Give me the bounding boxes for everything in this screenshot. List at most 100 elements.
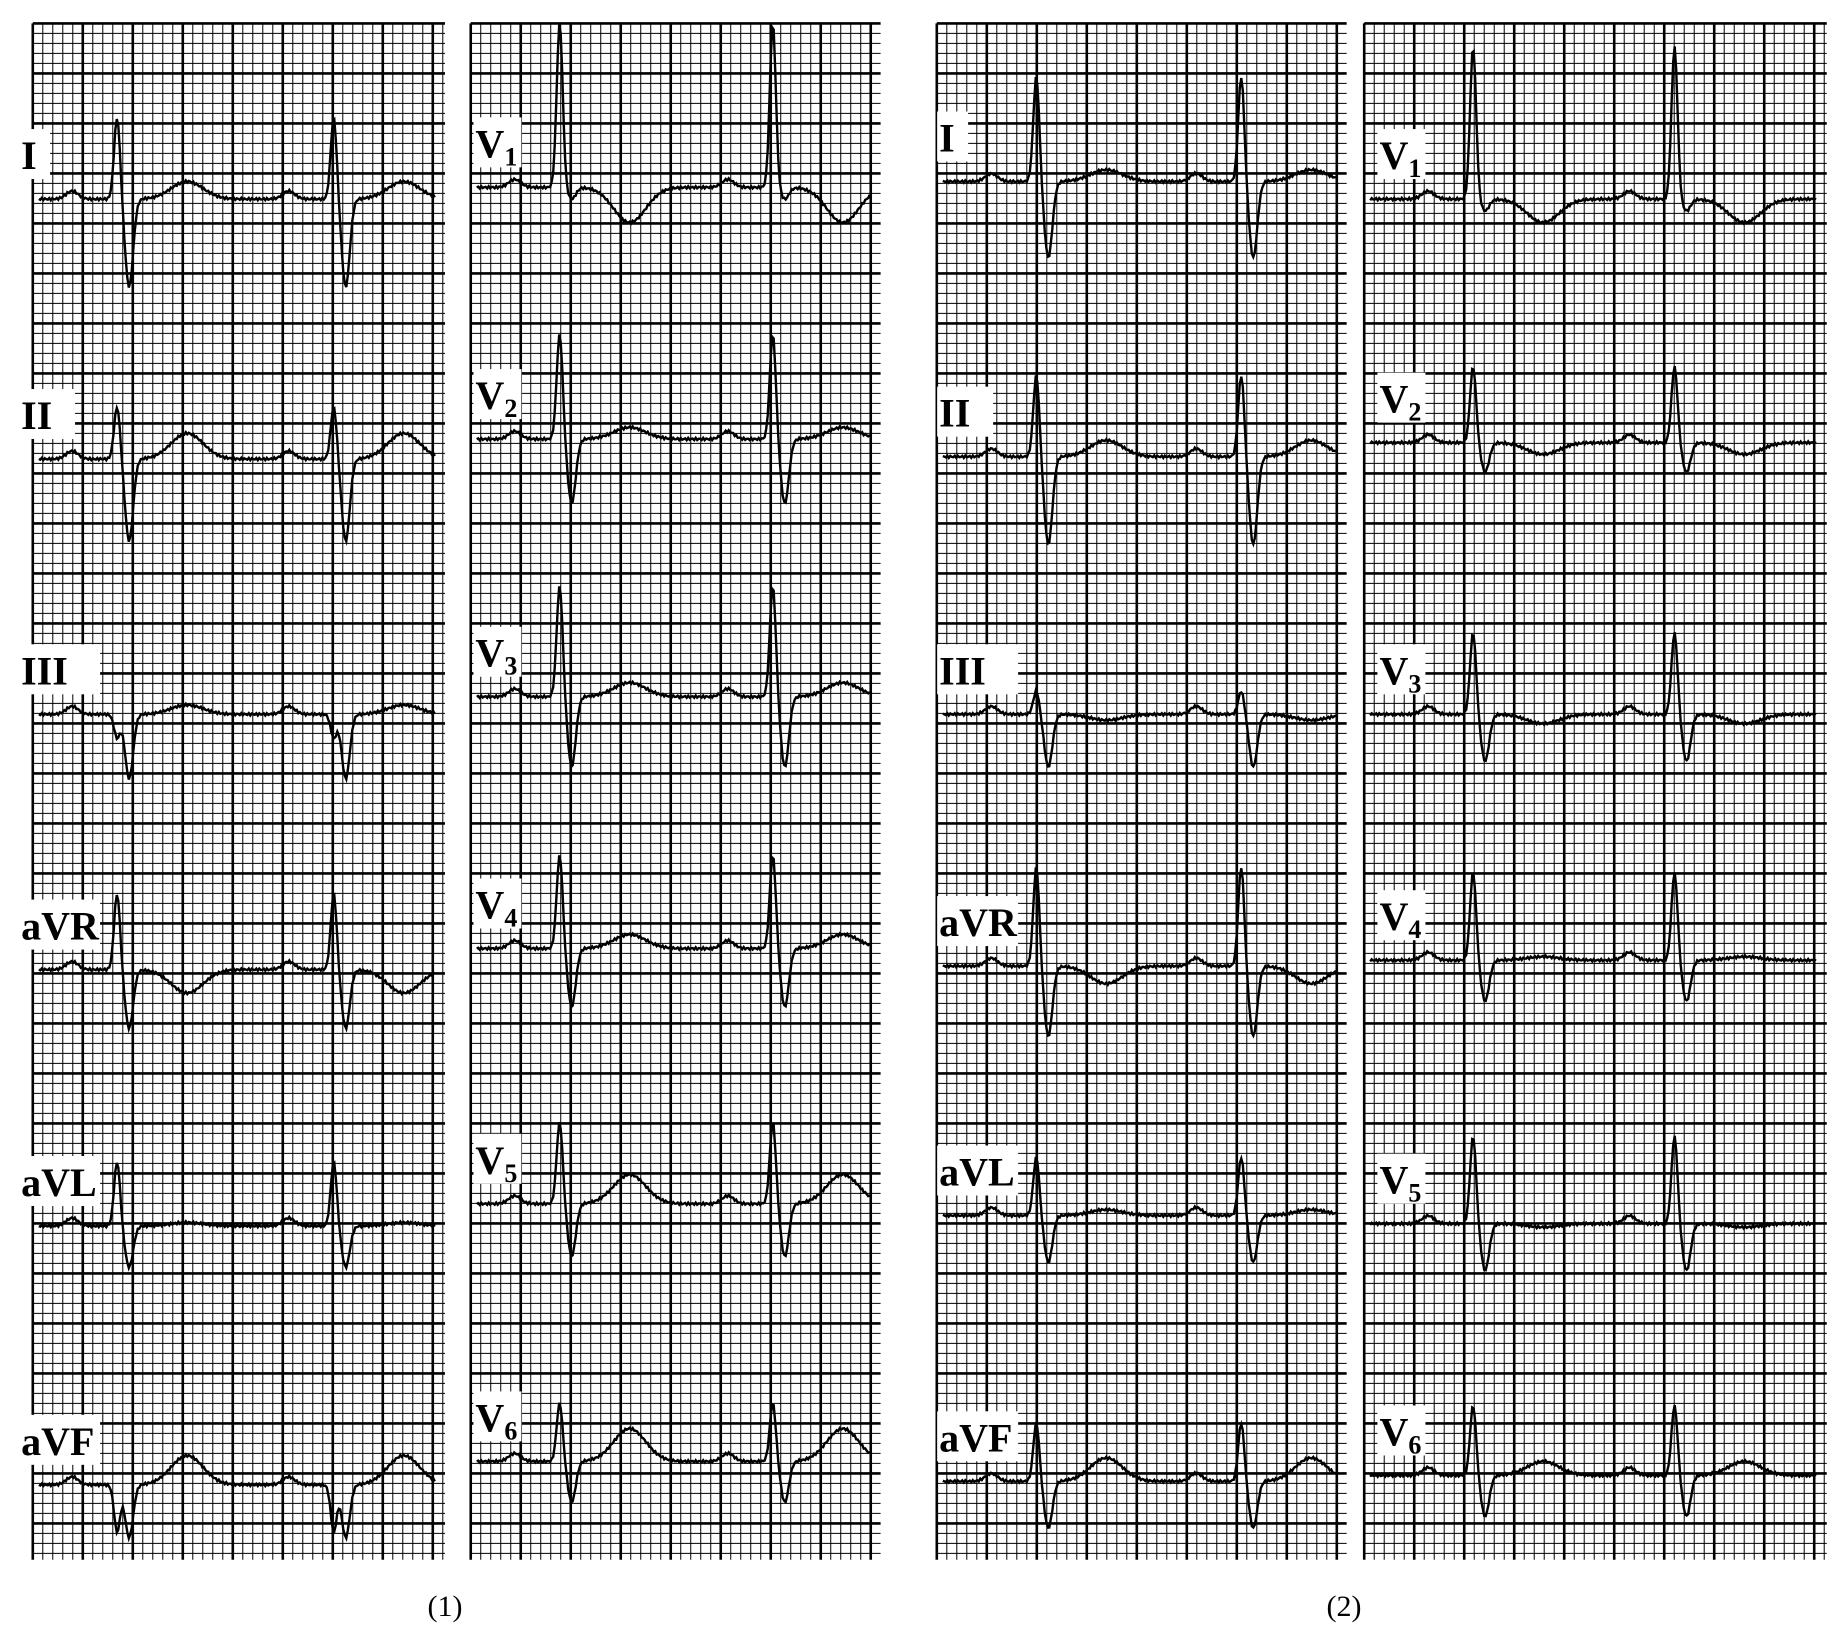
lead-label-text: aVL [21, 1160, 97, 1205]
caption-part-2: (2) [1327, 1590, 1362, 1623]
ecg-trace [476, 585, 871, 770]
lead-label-background [19, 129, 51, 180]
lead-label: V5 [475, 1138, 517, 1188]
lead-label-text: II [939, 391, 970, 436]
lead-label: V3 [475, 631, 517, 681]
lead-label-text: V [1379, 133, 1408, 178]
lead-label-background [937, 386, 994, 437]
lead-label: V3 [1379, 648, 1421, 698]
ecg-trace [1369, 632, 1817, 763]
lead-label-background [19, 644, 101, 695]
lead-label-background [19, 1414, 101, 1465]
lead-label-subscript: 5 [504, 1159, 517, 1188]
lead-label-background [937, 644, 1019, 695]
ecg-trace [476, 855, 871, 1010]
lead-label-subscript: 1 [1408, 154, 1421, 183]
ecg-trace [1369, 365, 1817, 473]
lead-label: V2 [1379, 377, 1421, 427]
ecg-trace [38, 1160, 436, 1272]
lead-label-subscript: 6 [1408, 1430, 1421, 1459]
lead-label-background [19, 389, 76, 440]
lead-label: aVF [939, 1415, 1012, 1460]
lead-label-text: V [1379, 648, 1408, 693]
lead-label-text: I [21, 133, 37, 178]
ecg-trace [1369, 1135, 1817, 1272]
lead-label-background [473, 1391, 522, 1442]
lead-label-subscript: 3 [504, 652, 517, 681]
lead-label-background [937, 1411, 1019, 1462]
lead-label: aVR [21, 904, 100, 949]
lead-label: aVF [21, 1419, 94, 1464]
ecg-trace [942, 1154, 1336, 1264]
lead-label: aVL [21, 1160, 97, 1205]
lead-label-subscript: 2 [504, 394, 517, 423]
lead-label-subscript: 4 [504, 904, 517, 933]
lead-label: III [21, 648, 68, 693]
lead-label-background [473, 878, 522, 929]
ecg-trace [38, 1452, 436, 1543]
lead-label-background [937, 111, 969, 162]
caption-part-1: (1) [428, 1590, 463, 1623]
ecg-trace [476, 23, 871, 226]
lead-label: V2 [475, 373, 517, 423]
ecg-trace [476, 333, 871, 506]
ecg-trace [38, 701, 436, 784]
ecg-trace [476, 1402, 871, 1505]
lead-label-background [473, 626, 522, 677]
lead-label-subscript: 5 [1408, 1179, 1421, 1208]
lead-label-text: V [475, 373, 504, 418]
ecg-trace [1369, 872, 1817, 1003]
lead-label-text: aVR [21, 904, 100, 949]
lead-label-background [473, 1133, 522, 1184]
ecg-trace [942, 867, 1337, 1039]
lead-label: V4 [1379, 894, 1421, 944]
lead-label-subscript: 2 [1408, 398, 1421, 427]
lead-label: II [21, 393, 52, 438]
lead-label: aVR [939, 900, 1018, 945]
lead-label-background [473, 369, 522, 420]
lead-label-subscript: 3 [1408, 669, 1421, 698]
lead-label-text: V [475, 121, 504, 166]
ecg-trace [942, 686, 1337, 769]
lead-label-text: V [1379, 894, 1408, 939]
lead-label-background [19, 1156, 101, 1207]
ecg-trace [1369, 1404, 1817, 1518]
lead-label: V1 [1379, 133, 1421, 183]
ecg-trace [38, 403, 436, 547]
lead-label-subscript: 1 [504, 142, 517, 171]
ecg-trace [476, 1121, 871, 1259]
lead-label-background [1377, 1153, 1426, 1204]
lead-label: II [939, 391, 970, 436]
lead-label-subscript: 4 [1408, 915, 1421, 944]
lead-label-text: aVF [939, 1415, 1012, 1460]
lead-label: V6 [1379, 1409, 1421, 1459]
lead-label-text: V [475, 631, 504, 676]
lead-label-text: III [21, 648, 68, 693]
lead-label-text: aVF [21, 1419, 94, 1464]
lead-label-background [1377, 1405, 1426, 1456]
ecg-trace [38, 116, 436, 288]
lead-label-background [1377, 372, 1426, 423]
lead-label-background [937, 896, 1019, 947]
lead-label-subscript: 6 [504, 1416, 517, 1445]
lead-label: I [939, 116, 955, 161]
lead-label-background [937, 1145, 1019, 1196]
lead-label: I [21, 133, 37, 178]
lead-label: V5 [1379, 1158, 1421, 1208]
lead-label: V1 [475, 121, 517, 171]
ecg-trace [942, 76, 1336, 261]
lead-label: III [939, 648, 986, 693]
ecg-trace [942, 1419, 1337, 1530]
lead-label-background [1377, 129, 1426, 180]
lead-label-text: aVL [939, 1149, 1015, 1194]
lead-label-background [473, 117, 522, 168]
lead-label-text: V [1379, 1409, 1408, 1454]
ecg-trace [38, 892, 436, 1034]
ecg-trace [942, 375, 1336, 548]
lead-label: V4 [475, 883, 517, 933]
lead-label-text: I [939, 116, 955, 161]
lead-label-background [19, 899, 101, 950]
